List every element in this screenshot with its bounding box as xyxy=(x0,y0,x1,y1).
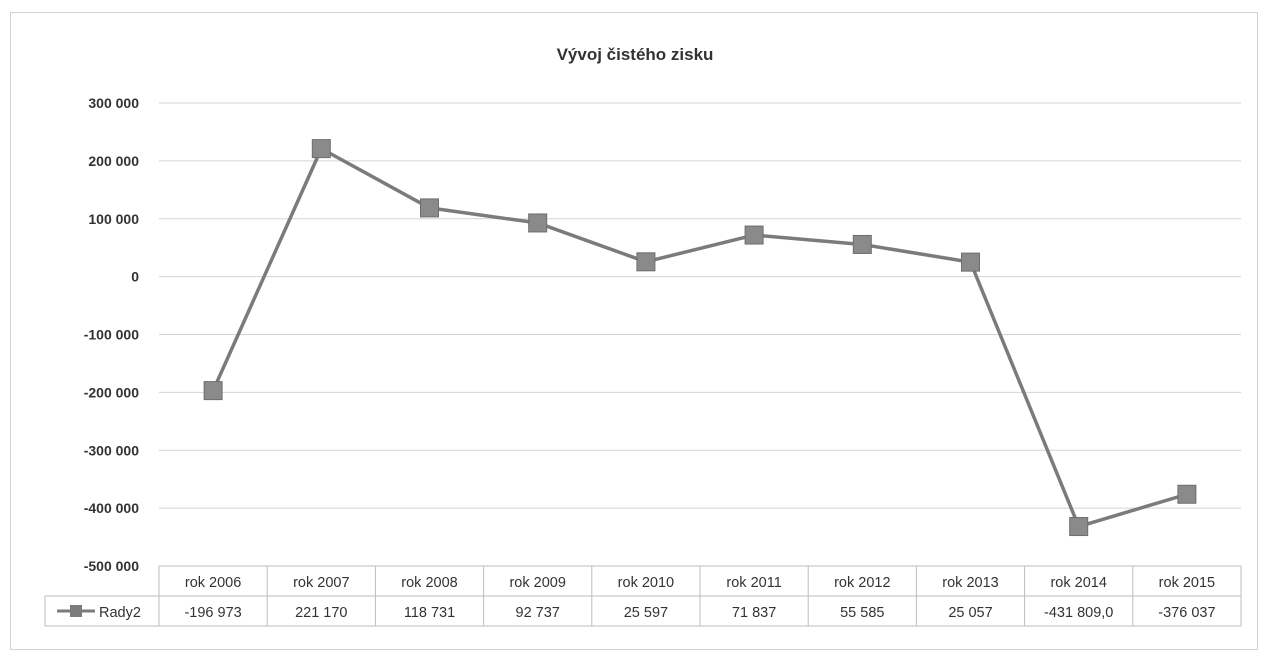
data-point-marker xyxy=(203,381,223,401)
chart-title: Vývoj čistého zisku xyxy=(557,45,714,64)
data-table-value: 118 731 xyxy=(404,605,455,621)
y-axis-ticks: 300 000 200 000 100 000 0 -100 000 -200 000 -3… xyxy=(84,95,139,574)
data-point-marker xyxy=(961,252,980,272)
gridlines xyxy=(159,102,1241,567)
x-category-label: rok 2010 xyxy=(618,575,674,591)
legend-label: Rady2 xyxy=(99,605,141,621)
legend-marker xyxy=(70,605,82,617)
y-tick-label: 100 000 xyxy=(88,211,139,227)
data-point-marker xyxy=(744,225,764,245)
data-point-marker xyxy=(852,234,872,254)
data-point-marker xyxy=(311,139,331,159)
data-table-value: -196 973 xyxy=(184,605,241,621)
y-tick-label: -200 000 xyxy=(84,384,139,400)
x-category-label: rok 2007 xyxy=(293,575,349,591)
data-point-marker xyxy=(1069,517,1089,537)
y-tick-label: -400 000 xyxy=(84,500,139,516)
data-table-value: 221 170 xyxy=(295,605,347,621)
x-category-label: rok 2009 xyxy=(509,575,565,591)
x-category-label: rok 2011 xyxy=(726,575,781,591)
data-table-value: 92 737 xyxy=(516,605,560,621)
data-point-marker xyxy=(528,213,548,233)
data-table: rok 2006 -196 973 rok 2007 221 170 rok 2008 1… xyxy=(44,565,1242,627)
data-table-value: 71 837 xyxy=(732,605,776,621)
y-tick-label: -100 000 xyxy=(84,327,139,343)
x-category-label: rok 2015 xyxy=(1159,575,1215,591)
data-point-marker xyxy=(1177,484,1197,504)
line-chart: Vývoj čistého zisku 300 000 200 000 100 00… xyxy=(44,45,1242,627)
y-tick-label: -500 000 xyxy=(84,558,139,574)
data-point-marker xyxy=(636,252,656,272)
y-tick-label: 200 000 xyxy=(88,153,139,169)
x-category-label: rok 2012 xyxy=(834,575,890,591)
x-category-label: rok 2006 xyxy=(185,575,241,591)
series-line xyxy=(211,146,1188,529)
x-category-label: rok 2014 xyxy=(1050,575,1106,591)
data-table-value: 55 585 xyxy=(840,605,884,621)
x-category-label: rok 2013 xyxy=(942,575,998,591)
data-table-value: 25 597 xyxy=(624,605,668,621)
chart-frame: Vývoj čistého zisku 300 000 200 000 100 00… xyxy=(10,12,1258,650)
y-tick-label: 300 000 xyxy=(88,95,139,111)
x-category-label: rok 2008 xyxy=(401,575,457,591)
y-tick-label: -300 000 xyxy=(84,442,139,458)
y-tick-label: 0 xyxy=(131,269,139,285)
series-group xyxy=(203,139,1197,537)
data-table-value: -376 037 xyxy=(1158,605,1215,621)
data-point-marker xyxy=(420,198,439,218)
data-table-value: -431 809,0 xyxy=(1044,605,1113,621)
data-table-value: 25 057 xyxy=(948,605,992,621)
